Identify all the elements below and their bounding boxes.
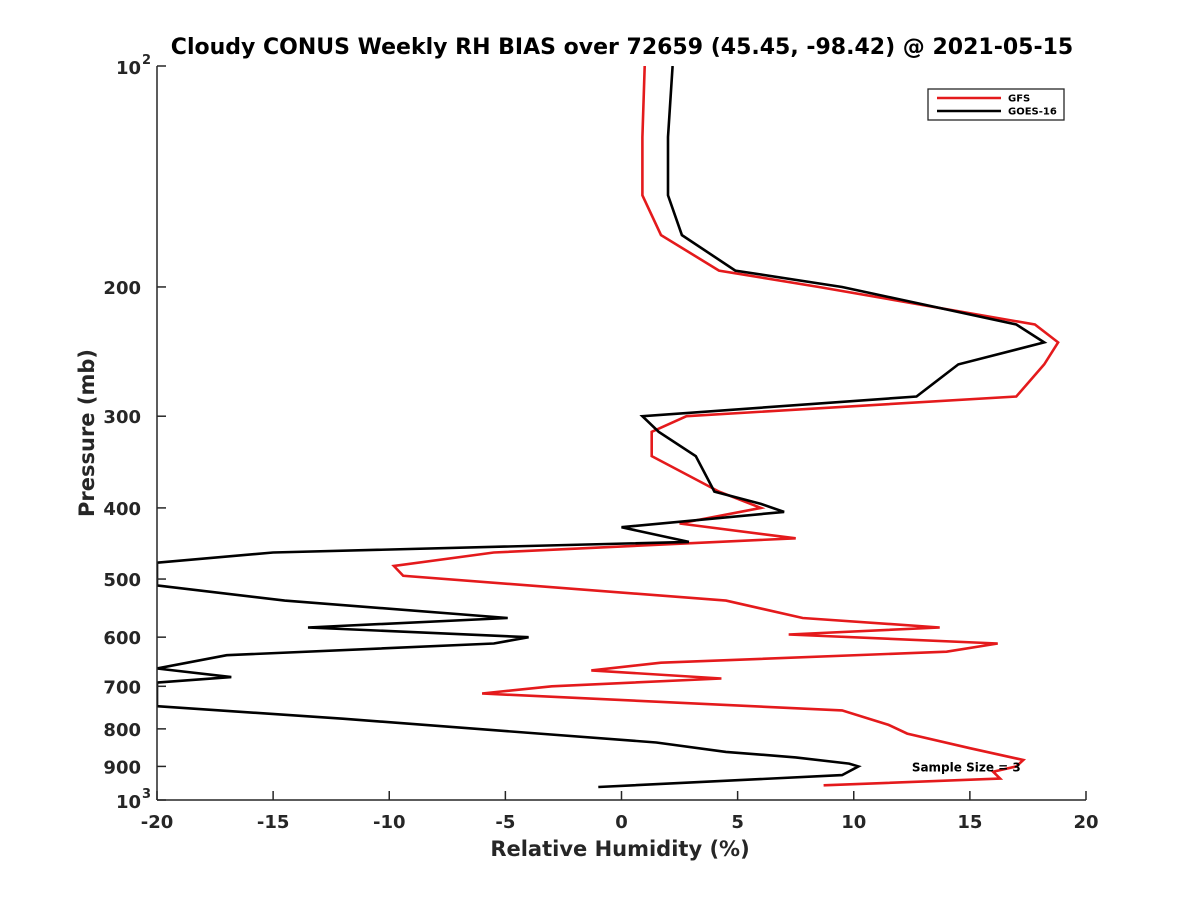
chart-title: Cloudy CONUS Weekly RH BIAS over 72659 (… — [171, 35, 1073, 60]
legend: GFS GOES-16 — [927, 88, 1065, 121]
y-axis-label: Pressure (mb) — [75, 349, 99, 517]
y-tick-exponent: 3 — [142, 787, 151, 802]
x-axis-label: Relative Humidity (%) — [490, 837, 749, 861]
y-tick-label: 800 — [103, 720, 141, 741]
series-line-goes-16 — [157, 66, 1048, 789]
legend-box — [927, 88, 1065, 121]
y-tick-label: 700 — [103, 677, 141, 698]
x-tick-label: 15 — [957, 812, 982, 833]
x-tick-label: -15 — [257, 812, 290, 833]
x-tick-label: -10 — [373, 812, 406, 833]
legend-entry: GFS — [1008, 94, 1030, 105]
y-tick-label: 500 — [103, 570, 141, 591]
legend-entry: GOES-16 — [1008, 107, 1057, 118]
x-tick-label: -5 — [495, 812, 515, 833]
x-tick-label: 5 — [731, 812, 744, 833]
y-tick-label: 10 — [116, 58, 141, 79]
x-tick-label: 20 — [1073, 812, 1098, 833]
y-tick-label: 600 — [103, 628, 141, 649]
y-tick-label: 400 — [103, 499, 141, 520]
x-tick-label: 10 — [841, 812, 866, 833]
sample-size-annotation: Sample Size = 3 — [912, 760, 1021, 774]
y-tick-label: 900 — [103, 757, 141, 778]
x-tick-label: -20 — [141, 812, 174, 833]
y-tick-label: 300 — [103, 407, 141, 428]
series-line-gfs — [391, 66, 1060, 787]
y-tick-label: 200 — [103, 278, 141, 299]
y-tick-label: 10 — [116, 792, 141, 813]
x-tick-label: 0 — [615, 812, 628, 833]
y-tick-exponent: 2 — [142, 53, 151, 68]
plot-area — [157, 66, 1060, 789]
